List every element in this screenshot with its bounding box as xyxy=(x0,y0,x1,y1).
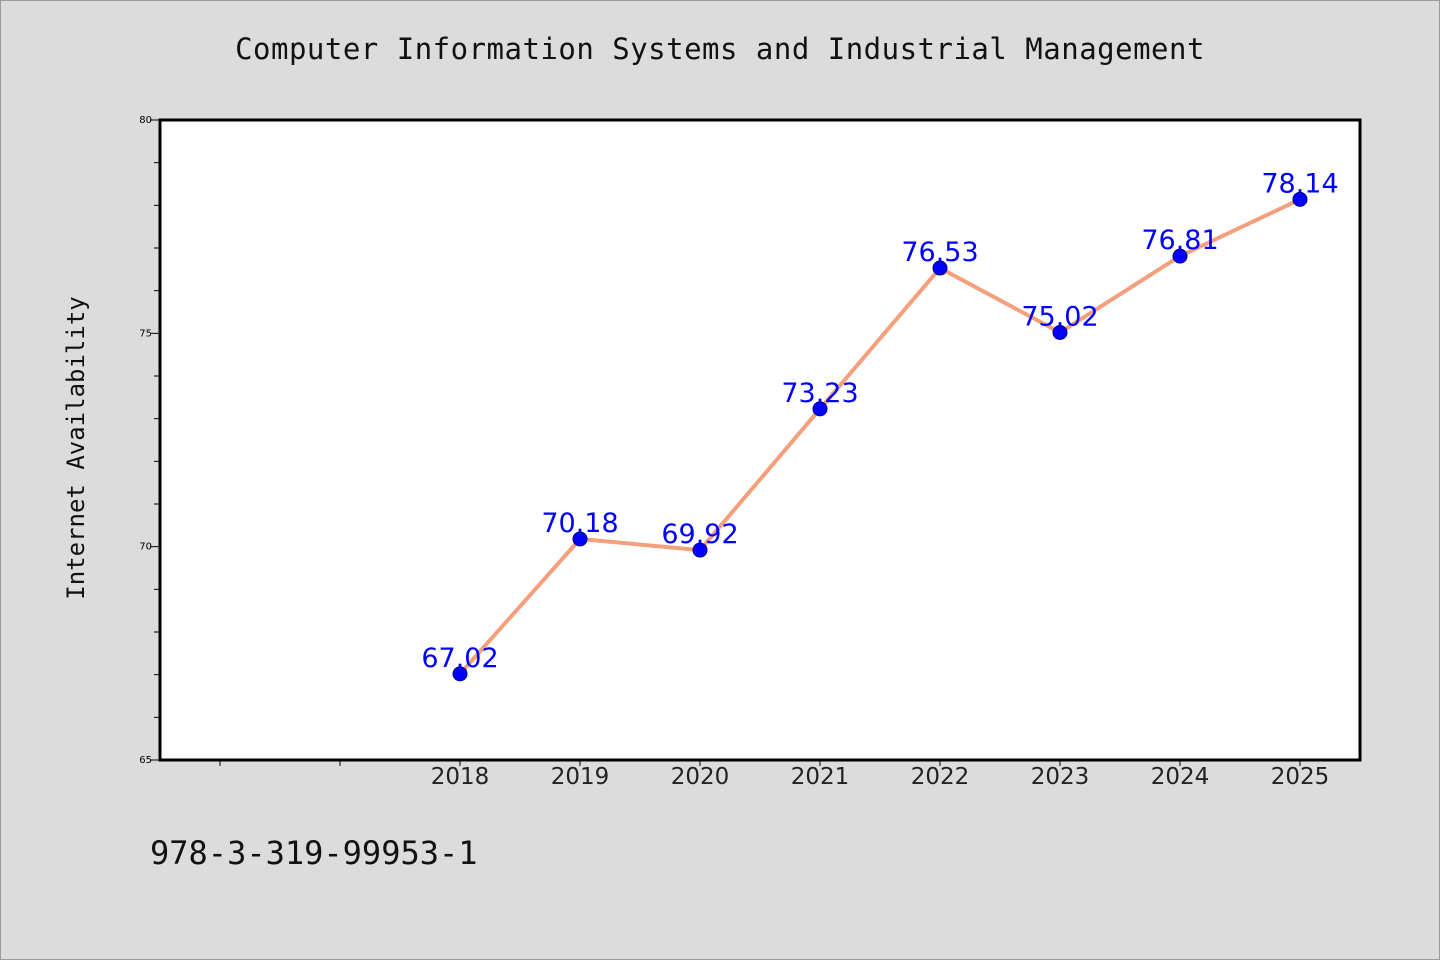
data-label: 73.23 xyxy=(781,378,858,409)
data-point xyxy=(1052,324,1068,340)
data-label: 67.02 xyxy=(421,643,498,674)
data-point xyxy=(1172,248,1188,264)
y-tick-label: 65 xyxy=(139,755,152,766)
x-tick-label: 2023 xyxy=(1031,764,1090,790)
data-label: 70.18 xyxy=(541,508,618,539)
x-tick-label: 2018 xyxy=(431,764,490,790)
y-tick-label: 80 xyxy=(139,115,152,126)
data-label: 76.53 xyxy=(901,237,978,268)
data-point xyxy=(692,542,708,558)
x-tick-label: 2025 xyxy=(1271,764,1330,790)
data-label: 78.14 xyxy=(1261,168,1338,199)
x-tick-label: 2021 xyxy=(791,764,850,790)
data-point xyxy=(572,531,588,547)
data-label: 75.02 xyxy=(1021,301,1098,332)
data-point xyxy=(932,260,948,276)
x-tick-label: 2020 xyxy=(671,764,730,790)
data-point xyxy=(452,666,468,682)
x-tick-label: 2022 xyxy=(911,764,970,790)
isbn-text: 978-3-319-99953-1 xyxy=(150,834,478,872)
y-tick-label: 75 xyxy=(139,328,152,339)
chart-title: Computer Information Systems and Industr… xyxy=(235,32,1205,66)
plot-area xyxy=(160,120,1360,760)
data-label: 69.92 xyxy=(661,519,738,550)
x-tick-label: 2019 xyxy=(551,764,610,790)
plot-border xyxy=(158,118,1362,762)
x-tick-label: 2024 xyxy=(1151,764,1210,790)
series-line xyxy=(458,197,1302,676)
y-tick-label: 70 xyxy=(139,542,152,553)
data-point xyxy=(812,401,828,417)
data-point xyxy=(1292,191,1308,207)
data-label: 76.81 xyxy=(1141,225,1218,256)
